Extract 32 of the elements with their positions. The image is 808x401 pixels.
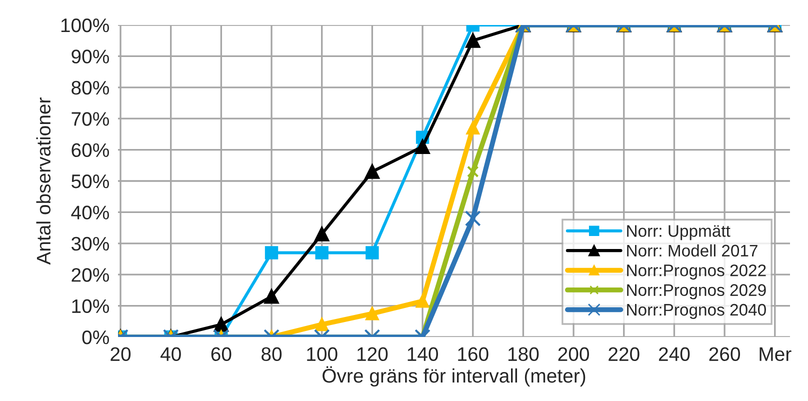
x-tick-label: 180: [508, 347, 539, 362]
y-tick-label: 10%: [72, 299, 109, 314]
x-tick-label: 100: [307, 347, 338, 362]
y-tick-label: 90%: [72, 50, 109, 64]
x-tick-label: Mer: [760, 347, 792, 362]
x-tick-label: 220: [608, 347, 640, 362]
x-tick-label: 80: [262, 347, 282, 362]
y-tick-label: 20%: [72, 268, 109, 282]
x-tick-label: 200: [558, 347, 590, 362]
x-tick-label: 60: [211, 347, 232, 362]
y-axis-title: Antal observationer: [36, 98, 51, 265]
y-tick-label: 40%: [71, 206, 109, 220]
x-axis-title: Övre gräns för intervall (meter): [322, 366, 586, 387]
y-tick-label: 70%: [72, 112, 109, 126]
legend-label: Norr: Uppmätt: [627, 225, 730, 240]
y-tick-label: 0%: [82, 330, 109, 344]
x-tick-label: 40: [160, 347, 181, 362]
y-tick-label: 80%: [72, 80, 109, 95]
y-tick-label: 100%: [61, 18, 109, 32]
x-tick-label: 140: [408, 347, 438, 362]
y-tick-label: 30%: [71, 236, 109, 251]
x-tick-label: 240: [658, 347, 690, 362]
x-tick-label: 160: [458, 347, 488, 362]
y-tick-label: 60%: [72, 143, 109, 158]
x-tick-label: 20: [110, 347, 131, 362]
legend-label: Norr:Prognos 2029: [627, 284, 766, 300]
legend-label: Norr: Modell 2017: [627, 244, 758, 257]
x-tick-label: 120: [357, 347, 388, 362]
legend-label: Norr:Prognos 2022: [627, 264, 766, 280]
y-tick-label: 50%: [72, 174, 109, 188]
x-tick-label: 260: [709, 347, 740, 362]
legend-label: Norr:Prognos 2040: [627, 304, 766, 319]
